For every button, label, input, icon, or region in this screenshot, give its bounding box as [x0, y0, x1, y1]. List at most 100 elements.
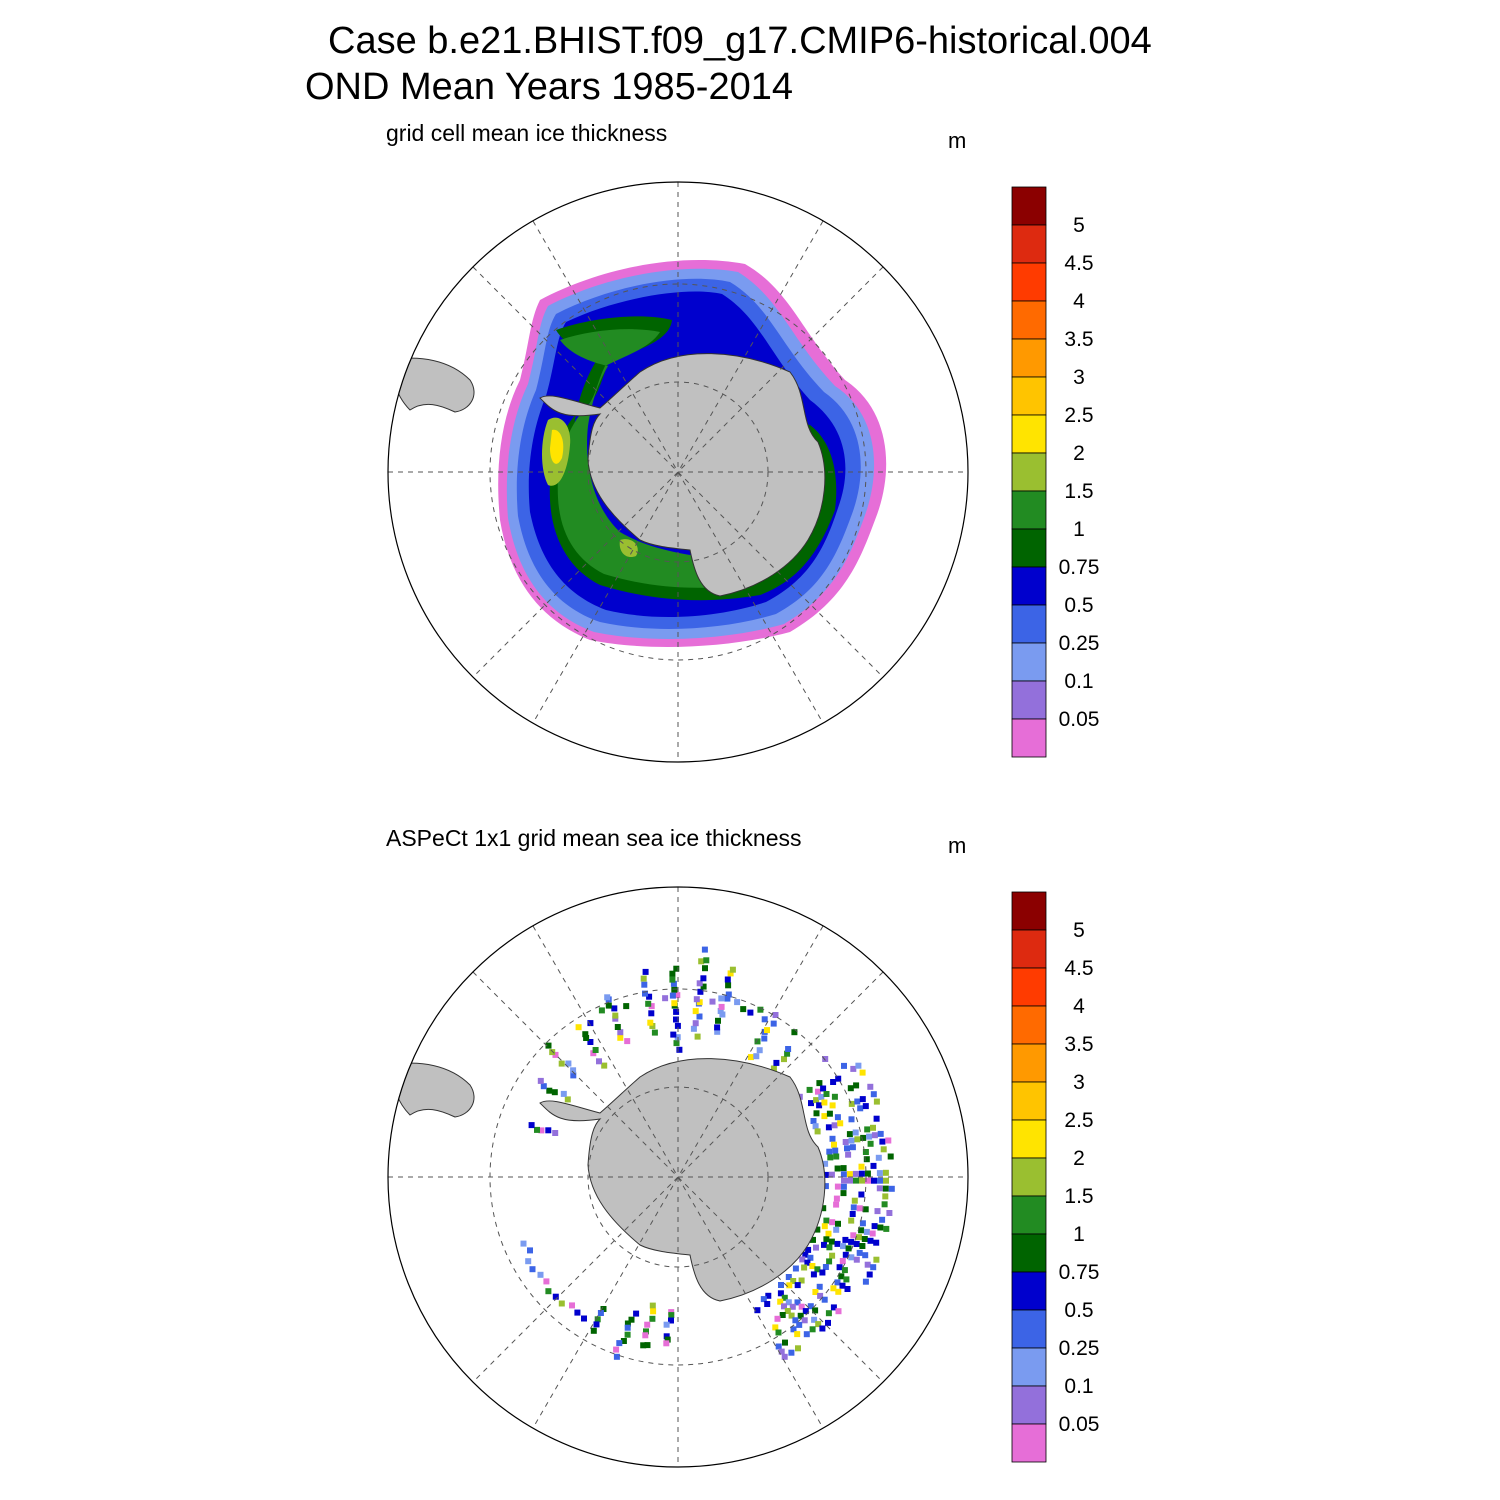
- observation-cell: [791, 1029, 798, 1036]
- observation-cell: [616, 1340, 623, 1347]
- observation-cell: [673, 1016, 679, 1023]
- observation-cell: [624, 1320, 631, 1327]
- observation-cell: [835, 1220, 841, 1227]
- observation-cell: [798, 1277, 805, 1284]
- colorbar-bottom-swatch-2: [1011, 967, 1047, 1007]
- observation-cell: [834, 1183, 841, 1190]
- observation-cell: [697, 988, 704, 995]
- observation-cell: [701, 946, 708, 953]
- observation-cell: [601, 1062, 608, 1069]
- observation-cell: [676, 1046, 683, 1053]
- observation-cell: [640, 975, 647, 982]
- observation-cell: [825, 1124, 832, 1131]
- observation-cell: [840, 1190, 847, 1197]
- observation-cell: [863, 1228, 870, 1235]
- colorbar-bottom-tick-label: 4: [1073, 995, 1085, 1018]
- observation-cell: [831, 1093, 838, 1100]
- map2-land: [389, 1058, 826, 1302]
- observation-cell: [734, 999, 741, 1006]
- colorbar-top-tick-label: 0.75: [1059, 556, 1100, 579]
- observation-cell: [613, 1346, 620, 1353]
- observation-cell: [669, 992, 676, 999]
- observation-cell: [692, 1008, 699, 1015]
- observation-cell: [724, 995, 731, 1002]
- observation-cell: [828, 1238, 835, 1245]
- observation-cell: [797, 1312, 804, 1319]
- observation-cell: [798, 1303, 805, 1310]
- antarctica-land: [539, 353, 826, 597]
- observation-cell: [560, 1090, 567, 1097]
- observation-cell: [714, 1028, 721, 1035]
- observation-cell: [788, 1312, 795, 1319]
- colorbar-bottom-tick-label: 2: [1073, 1147, 1085, 1170]
- observation-cell: [674, 1022, 681, 1029]
- south-america-land-2: [389, 1062, 475, 1118]
- observation-cell: [829, 1102, 836, 1109]
- observation-cell: [819, 1269, 826, 1276]
- observation-cell: [845, 1151, 852, 1158]
- observation-cell: [854, 1098, 861, 1105]
- observation-cell: [833, 1153, 840, 1160]
- observation-cell: [812, 1307, 819, 1314]
- observation-cell: [821, 1296, 828, 1303]
- observation-cell: [642, 968, 649, 975]
- map2-border: [387, 886, 969, 1468]
- colorbar-top-swatch-8: [1011, 490, 1047, 530]
- observation-cell: [807, 1303, 814, 1310]
- observation-cell: [670, 1031, 677, 1038]
- observation-cell: [879, 1138, 886, 1145]
- observation-cell: [842, 1236, 849, 1243]
- observation-cell: [842, 1251, 849, 1258]
- observation-cell: [527, 1247, 533, 1254]
- observation-cell: [644, 1342, 651, 1349]
- colorbar-bottom-swatch-4: [1011, 1043, 1047, 1083]
- observation-cell: [538, 1127, 545, 1134]
- observation-cell: [816, 1102, 823, 1109]
- observation-cell: [882, 1185, 889, 1192]
- colorbar-bottom-swatch-12: [1011, 1347, 1047, 1387]
- colorbar-bottom-swatch-0: [1011, 891, 1047, 931]
- observation-cell: [864, 1261, 871, 1268]
- colorbar-top-swatch-7: [1011, 452, 1047, 492]
- observation-cell: [870, 1162, 877, 1169]
- observation-cell: [644, 1321, 651, 1328]
- observation-cell: [830, 1079, 837, 1085]
- observation-cell: [862, 1278, 869, 1285]
- observation-cell: [828, 1171, 835, 1178]
- observation-cell: [850, 1232, 857, 1239]
- observation-cell: [673, 965, 680, 972]
- ice-band-1.5: [542, 417, 638, 558]
- observation-cell: [856, 1234, 862, 1241]
- observation-cell: [646, 993, 653, 1000]
- observation-cell: [772, 1012, 779, 1018]
- observation-cell: [715, 1017, 721, 1024]
- observation-cell: [703, 957, 710, 964]
- observation-cell: [537, 1271, 544, 1278]
- observation-cell: [540, 1083, 547, 1090]
- observation-cell: [865, 1177, 871, 1184]
- observation-cell: [870, 1124, 876, 1131]
- south-america-land: [389, 357, 475, 413]
- colorbar-top-swatch-3: [1011, 300, 1047, 340]
- observation-cell: [784, 1308, 791, 1314]
- colorbar-top-tick-label: 0.25: [1059, 632, 1100, 655]
- observation-cell: [883, 1225, 890, 1232]
- observation-cell: [871, 1177, 877, 1184]
- observation-cell: [814, 1266, 821, 1273]
- map2-graticule: [388, 887, 968, 1467]
- observation-cell: [673, 1008, 680, 1015]
- observation-cell: [590, 1327, 597, 1334]
- observation-cell: [826, 1244, 833, 1251]
- observation-cell: [821, 1113, 828, 1120]
- observation-cell: [765, 1292, 772, 1299]
- observation-cell: [552, 1051, 559, 1058]
- observation-cell: [807, 1254, 814, 1261]
- observation-cell: [809, 1326, 816, 1333]
- observation-cell: [552, 1293, 559, 1300]
- observation-cell: [823, 1217, 830, 1224]
- observation-cell: [852, 1170, 859, 1177]
- observation-cell: [794, 1282, 801, 1289]
- observation-cell: [854, 1136, 861, 1143]
- colorbar-top-swatch-2: [1011, 262, 1047, 302]
- observation-cell: [748, 1054, 754, 1061]
